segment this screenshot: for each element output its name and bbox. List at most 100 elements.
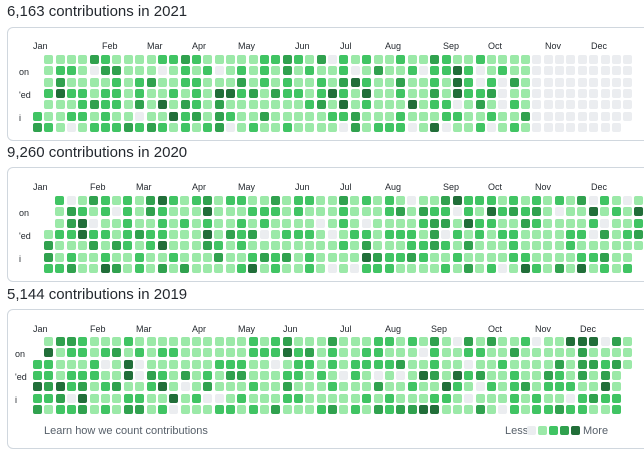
contribution-day[interactable]: [362, 100, 372, 110]
contribution-day[interactable]: [464, 393, 474, 403]
contribution-day[interactable]: [134, 218, 144, 228]
contribution-day[interactable]: [339, 241, 349, 251]
contribution-day[interactable]: [100, 207, 110, 217]
contribution-day[interactable]: [373, 77, 383, 87]
contribution-day[interactable]: [316, 55, 326, 64]
contribution-day[interactable]: [260, 77, 269, 87]
contribution-day[interactable]: [305, 111, 315, 121]
contribution-day[interactable]: [236, 241, 246, 251]
contribution-day[interactable]: [316, 77, 326, 87]
contribution-day[interactable]: [509, 66, 519, 76]
contribution-day[interactable]: [350, 241, 360, 251]
contribution-day[interactable]: [101, 405, 111, 415]
contribution-day[interactable]: [622, 207, 632, 217]
contribution-day[interactable]: [339, 264, 349, 274]
contribution-day[interactable]: [191, 77, 201, 87]
contribution-day[interactable]: [101, 66, 111, 76]
contribution-day[interactable]: [123, 252, 133, 262]
contribution-day[interactable]: [339, 230, 349, 240]
contribution-day[interactable]: [282, 111, 292, 121]
contribution-day[interactable]: [248, 196, 258, 205]
contribution-day[interactable]: [350, 111, 360, 121]
contribution-day[interactable]: [237, 55, 247, 64]
contribution-day[interactable]: [134, 264, 144, 274]
contribution-day[interactable]: [259, 230, 269, 240]
contribution-day[interactable]: [169, 405, 179, 415]
contribution-day[interactable]: [225, 77, 235, 87]
contribution-day[interactable]: [316, 405, 326, 415]
contribution-day[interactable]: [225, 196, 235, 205]
contribution-day[interactable]: [339, 382, 349, 392]
contribution-day[interactable]: [225, 337, 235, 346]
contribution-day[interactable]: [237, 89, 247, 99]
contribution-day[interactable]: [169, 100, 179, 110]
contribution-day[interactable]: [191, 207, 201, 217]
contribution-day[interactable]: [66, 241, 76, 251]
contribution-day[interactable]: [373, 111, 383, 121]
contribution-day[interactable]: [498, 348, 508, 358]
contribution-day[interactable]: [361, 218, 371, 228]
contribution-day[interactable]: [316, 252, 326, 262]
contribution-day[interactable]: [600, 218, 610, 228]
contribution-day[interactable]: [555, 337, 565, 346]
contribution-day[interactable]: [89, 264, 99, 274]
contribution-day[interactable]: [623, 348, 633, 358]
contribution-day[interactable]: [498, 371, 508, 381]
contribution-day[interactable]: [600, 123, 610, 133]
contribution-day[interactable]: [611, 55, 621, 64]
contribution-day[interactable]: [180, 196, 190, 205]
contribution-day[interactable]: [135, 337, 145, 346]
contribution-day[interactable]: [555, 100, 565, 110]
contribution-day[interactable]: [305, 77, 315, 87]
contribution-day[interactable]: [600, 77, 610, 87]
learn-how-we-count-link[interactable]: Learn how we count contributions: [44, 425, 208, 437]
contribution-day[interactable]: [509, 405, 519, 415]
contribution-day[interactable]: [395, 207, 405, 217]
contribution-day[interactable]: [282, 405, 292, 415]
contribution-day[interactable]: [498, 337, 508, 346]
contribution-day[interactable]: [157, 55, 167, 64]
contribution-day[interactable]: [305, 393, 315, 403]
contribution-day[interactable]: [67, 359, 77, 369]
contribution-day[interactable]: [294, 382, 304, 392]
contribution-day[interactable]: [112, 337, 122, 346]
contribution-day[interactable]: [294, 348, 304, 358]
contribution-day[interactable]: [589, 89, 599, 99]
contribution-day[interactable]: [203, 359, 213, 369]
contribution-day[interactable]: [361, 207, 371, 217]
contribution-day[interactable]: [203, 89, 213, 99]
contribution-day[interactable]: [112, 371, 122, 381]
contribution-day[interactable]: [418, 371, 428, 381]
contribution-day[interactable]: [373, 241, 383, 251]
contribution-day[interactable]: [237, 359, 247, 369]
contribution-day[interactable]: [169, 337, 179, 346]
contribution-day[interactable]: [441, 348, 451, 358]
contribution-day[interactable]: [577, 371, 587, 381]
contribution-day[interactable]: [566, 371, 576, 381]
contribution-day[interactable]: [384, 196, 394, 205]
contribution-day[interactable]: [33, 405, 42, 415]
contribution-day[interactable]: [259, 264, 269, 274]
contribution-day[interactable]: [282, 359, 292, 369]
contribution-day[interactable]: [339, 348, 349, 358]
contribution-day[interactable]: [384, 359, 394, 369]
contribution-day[interactable]: [543, 382, 553, 392]
contribution-day[interactable]: [532, 337, 542, 346]
contribution-day[interactable]: [157, 252, 167, 262]
contribution-day[interactable]: [407, 100, 417, 110]
contribution-day[interactable]: [248, 393, 258, 403]
contribution-day[interactable]: [89, 77, 99, 87]
contribution-day[interactable]: [384, 207, 394, 217]
contribution-day[interactable]: [475, 230, 485, 240]
contribution-day[interactable]: [429, 218, 439, 228]
contribution-day[interactable]: [543, 371, 553, 381]
contribution-day[interactable]: [305, 371, 315, 381]
contribution-day[interactable]: [260, 348, 269, 358]
contribution-day[interactable]: [520, 207, 530, 217]
contribution-day[interactable]: [169, 89, 179, 99]
contribution-day[interactable]: [589, 393, 599, 403]
contribution-day[interactable]: [600, 382, 610, 392]
contribution-day[interactable]: [123, 241, 133, 251]
contribution-day[interactable]: [112, 55, 122, 64]
contribution-day[interactable]: [134, 207, 144, 217]
